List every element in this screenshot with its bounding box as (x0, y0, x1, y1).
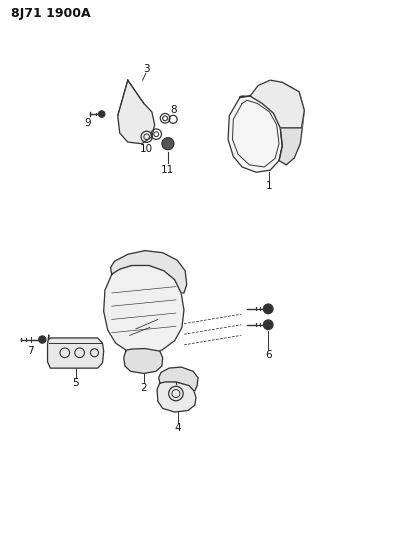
Text: 1: 1 (266, 181, 273, 190)
Text: 7: 7 (27, 346, 34, 356)
Polygon shape (104, 265, 184, 354)
Polygon shape (240, 80, 304, 128)
Polygon shape (118, 80, 155, 144)
Text: 5: 5 (72, 378, 79, 388)
Circle shape (263, 304, 273, 313)
Text: 9: 9 (84, 117, 91, 127)
Polygon shape (124, 349, 163, 374)
Polygon shape (279, 82, 304, 165)
Text: 8: 8 (170, 106, 177, 115)
Text: 4: 4 (175, 423, 181, 433)
Circle shape (39, 336, 46, 343)
Polygon shape (159, 367, 198, 391)
Polygon shape (48, 335, 104, 368)
Polygon shape (228, 96, 282, 172)
Text: 6: 6 (265, 350, 271, 360)
Text: 10: 10 (140, 144, 153, 154)
Polygon shape (157, 382, 196, 412)
Circle shape (263, 320, 273, 329)
Text: 8J71 1900A: 8J71 1900A (11, 7, 91, 20)
Circle shape (162, 138, 174, 150)
Text: 11: 11 (161, 165, 175, 175)
Text: 3: 3 (143, 64, 150, 74)
Text: 2: 2 (141, 383, 147, 393)
Polygon shape (111, 251, 187, 293)
Circle shape (99, 111, 105, 117)
